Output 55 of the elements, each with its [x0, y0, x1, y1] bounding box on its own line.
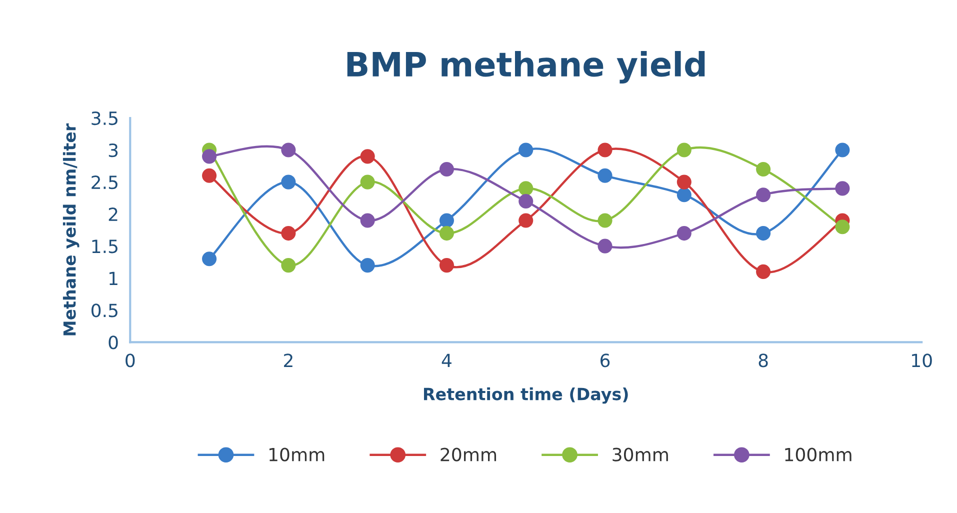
point	[439, 213, 454, 228]
point	[202, 149, 217, 164]
point	[676, 142, 692, 158]
y-tick-label: 3	[108, 143, 118, 158]
point	[360, 149, 375, 164]
point	[676, 174, 692, 190]
y-tick-label: 1	[110, 272, 118, 285]
point	[756, 162, 771, 177]
point	[598, 168, 612, 183]
point	[835, 142, 850, 158]
point	[281, 142, 296, 158]
point	[676, 226, 692, 241]
x-tick-label: 0	[126, 354, 135, 368]
point	[518, 194, 534, 209]
y-axis-title: Methane yeild nm/liter	[62, 123, 80, 336]
point	[360, 174, 375, 190]
y-tick-label: 3.5	[92, 111, 118, 126]
point	[439, 258, 454, 273]
y-tick-label: 2.5	[92, 176, 118, 190]
x-tick-label: 6	[600, 354, 610, 368]
point	[202, 252, 217, 266]
point	[598, 238, 612, 254]
point	[676, 188, 692, 202]
y-tick-label: 0.5	[92, 304, 118, 318]
legend-label: 10mm	[269, 448, 324, 462]
point	[518, 181, 534, 196]
point	[598, 142, 612, 158]
point	[598, 213, 612, 228]
point	[756, 188, 771, 202]
point	[439, 226, 454, 241]
x-tick-label: 10	[912, 354, 932, 368]
point	[756, 226, 771, 241]
x-tick-label: 4	[442, 354, 452, 367]
point	[360, 213, 375, 228]
point	[281, 258, 296, 273]
legend-label: 20mm	[440, 448, 496, 462]
x-tick-label: 8	[758, 354, 768, 368]
point	[835, 181, 850, 196]
point	[835, 220, 850, 234]
chart-title: BMP methane yield	[347, 50, 705, 84]
legend-label: 100mm	[785, 448, 852, 462]
point	[360, 258, 375, 273]
point	[281, 226, 296, 241]
y-tick-label: 0	[108, 336, 118, 350]
x-axis-title: Retention time (Days)	[424, 387, 628, 404]
point	[439, 162, 454, 177]
y-tick-label: 2	[108, 208, 118, 221]
y-tick-label: 1.5	[92, 240, 118, 254]
point	[202, 168, 217, 183]
x-tick-label: 2	[284, 354, 292, 367]
point	[756, 264, 771, 279]
point	[518, 213, 534, 228]
point	[281, 174, 296, 190]
legend-label: 30mm	[612, 448, 668, 462]
point	[518, 142, 534, 158]
